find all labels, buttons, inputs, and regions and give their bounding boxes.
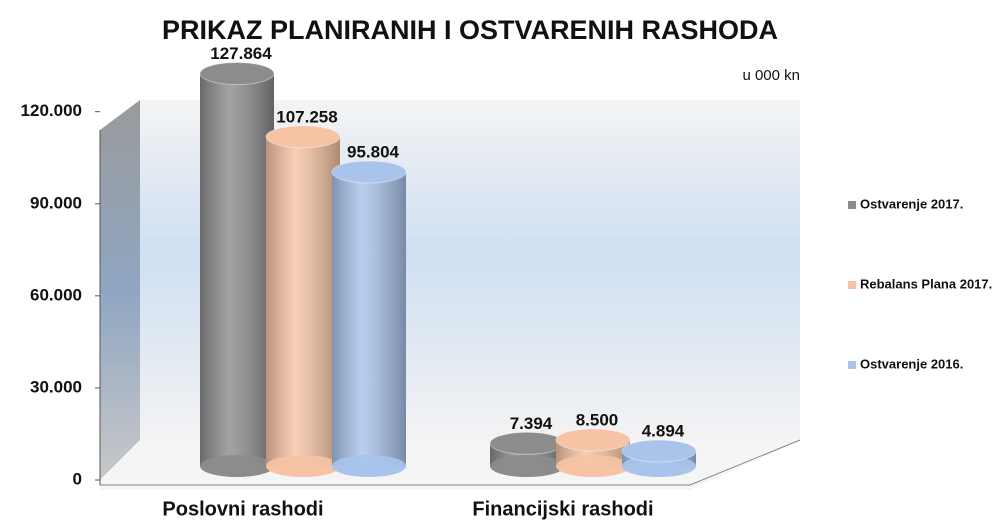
y-tick-label: 30.000	[30, 377, 82, 396]
value-label: 107.258	[276, 107, 337, 126]
cylinder-top	[555, 428, 631, 452]
legend-label: Ostvarenje 2017.	[860, 196, 963, 211]
side-wall	[100, 100, 140, 480]
cylinder-top	[265, 125, 341, 149]
cylinder	[621, 439, 697, 477]
cylinder-bottom-shade	[266, 455, 340, 477]
legend-swatch	[848, 281, 856, 289]
cylinder-bottom-shade	[200, 455, 274, 477]
cylinder-bottom-shade	[556, 455, 630, 477]
cylinder	[489, 431, 565, 477]
value-label: 127.864	[210, 44, 272, 63]
value-label: 4.894	[642, 421, 685, 440]
cylinder-top	[621, 439, 697, 463]
legend-label: Rebalans Plana 2017.	[860, 276, 992, 291]
x-axis	[100, 439, 801, 486]
chart-title: PRIKAZ PLANIRANIH I OSTVARENIH RASHODA	[162, 15, 778, 45]
cylinder-bottom-shade	[490, 455, 564, 477]
y-tick-label: 120.000	[21, 101, 82, 120]
legend-swatch	[848, 201, 856, 209]
cylinder	[199, 62, 275, 477]
y-tick-label: 60.000	[30, 285, 82, 304]
x-tick-label: Poslovni rashodi	[162, 498, 323, 520]
legend-swatch	[848, 361, 856, 369]
cylinder-bottom-shade	[332, 455, 406, 477]
legend-label: Ostvarenje 2016.	[860, 356, 963, 371]
cylinder-shade	[332, 171, 406, 466]
value-label: 8.500	[576, 410, 619, 429]
value-label: 95.804	[347, 142, 400, 161]
cylinder-top	[331, 160, 407, 184]
cylinder-shade	[266, 136, 340, 466]
cylinder-top	[489, 431, 565, 455]
x-tick-label: Financijski rashodi	[472, 498, 653, 520]
unit-note: u 000 kn	[742, 67, 800, 84]
cylinder-shade	[200, 73, 274, 466]
cylinder	[265, 125, 341, 477]
value-label: 7.394	[510, 414, 553, 433]
cylinder	[555, 428, 631, 477]
y-tick-label: 0	[73, 469, 82, 488]
y-tick-label: 90.000	[30, 193, 82, 212]
cylinder-top	[199, 62, 275, 86]
cylinder	[331, 160, 407, 477]
